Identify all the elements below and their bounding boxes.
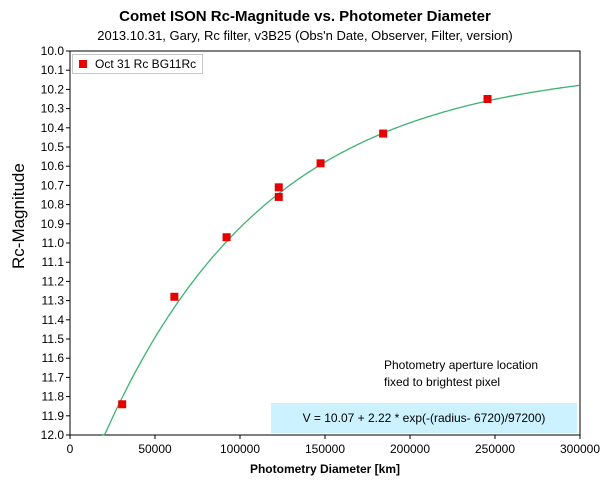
data-point-3 (274, 183, 283, 192)
y-tick-label-19: 11.9 (42, 409, 65, 423)
y-axis-label: Rc-Magnitude (9, 163, 28, 269)
x-tick-label-3: 150000 (305, 442, 345, 456)
y-tick-label-16: 11.6 (42, 351, 65, 365)
aperture-note-line-1: Photometry aperture location (384, 358, 539, 372)
y-tick-label-18: 11.8 (42, 390, 65, 404)
y-tick-label-20: 12.0 (41, 428, 65, 442)
data-point-4 (274, 192, 283, 201)
y-tick-label-12: 11.2 (42, 274, 65, 288)
ticks: 0 50000 100000 150000 200000 250000 300000 10.0… (41, 44, 601, 456)
y-tick-label-0: 10.0 (41, 44, 65, 58)
aperture-note: Photometry aperture location fixed to br… (384, 357, 539, 391)
y-tick-label-15: 11.5 (42, 332, 65, 346)
y-tick-label-13: 11.3 (42, 294, 65, 308)
x-axis-label: Photometry Diameter [km] (249, 462, 401, 476)
aperture-note-line-2: fixed to brightest pixel (384, 375, 501, 389)
data-point-0 (118, 400, 127, 409)
fit-formula-box: V = 10.07 + 2.22 * exp(-(radius- 6720)/9… (271, 403, 577, 433)
x-tick-label-6: 300000 (560, 442, 600, 456)
y-tick-label-1: 10.1 (41, 63, 65, 77)
fit-curve-group (102, 84, 580, 436)
data-point-6 (379, 129, 388, 138)
y-tick-label-3: 10.3 (41, 102, 65, 116)
y-tick-label-6: 10.6 (41, 159, 65, 173)
chart-subtitle: 2013.10.31, Gary, Rc filter, v3B25 (Obs'… (97, 28, 513, 43)
x-tick-label-1: 50000 (138, 442, 172, 456)
legend: Oct 31 Rc BG11Rc (72, 54, 204, 74)
data-point-5 (316, 159, 325, 168)
x-tick-label-2: 100000 (220, 442, 260, 456)
y-tick-label-7: 10.7 (41, 178, 65, 192)
legend-marker (79, 60, 87, 68)
y-tick-label-10: 11.0 (42, 236, 65, 250)
data-point-7 (483, 95, 492, 103)
y-tick-label-17: 11.7 (42, 370, 65, 384)
x-tick-label-4: 200000 (390, 442, 430, 456)
chart-title: Comet ISON Rc-Magnitude vs. Photometer D… (119, 8, 491, 25)
y-tick-label-2: 10.2 (41, 82, 65, 96)
x-tick-label-0: 0 (67, 442, 74, 456)
y-tick-label-11: 11.1 (42, 255, 65, 269)
fit-curve (102, 84, 580, 436)
y-tick-label-5: 10.5 (41, 140, 65, 154)
data-point-1 (170, 292, 179, 301)
y-tick-label-14: 11.4 (42, 313, 65, 327)
legend-label: Oct 31 Rc BG11Rc (95, 57, 197, 71)
y-tick-label-8: 10.8 (41, 198, 65, 212)
fit-formula: V = 10.07 + 2.22 * exp(-(radius- 6720)/9… (302, 411, 546, 425)
y-tick-label-9: 10.9 (41, 217, 65, 231)
data-points (118, 95, 492, 409)
data-point-2 (222, 233, 231, 242)
x-tick-label-5: 250000 (475, 442, 515, 456)
y-tick-label-4: 10.4 (41, 121, 65, 135)
